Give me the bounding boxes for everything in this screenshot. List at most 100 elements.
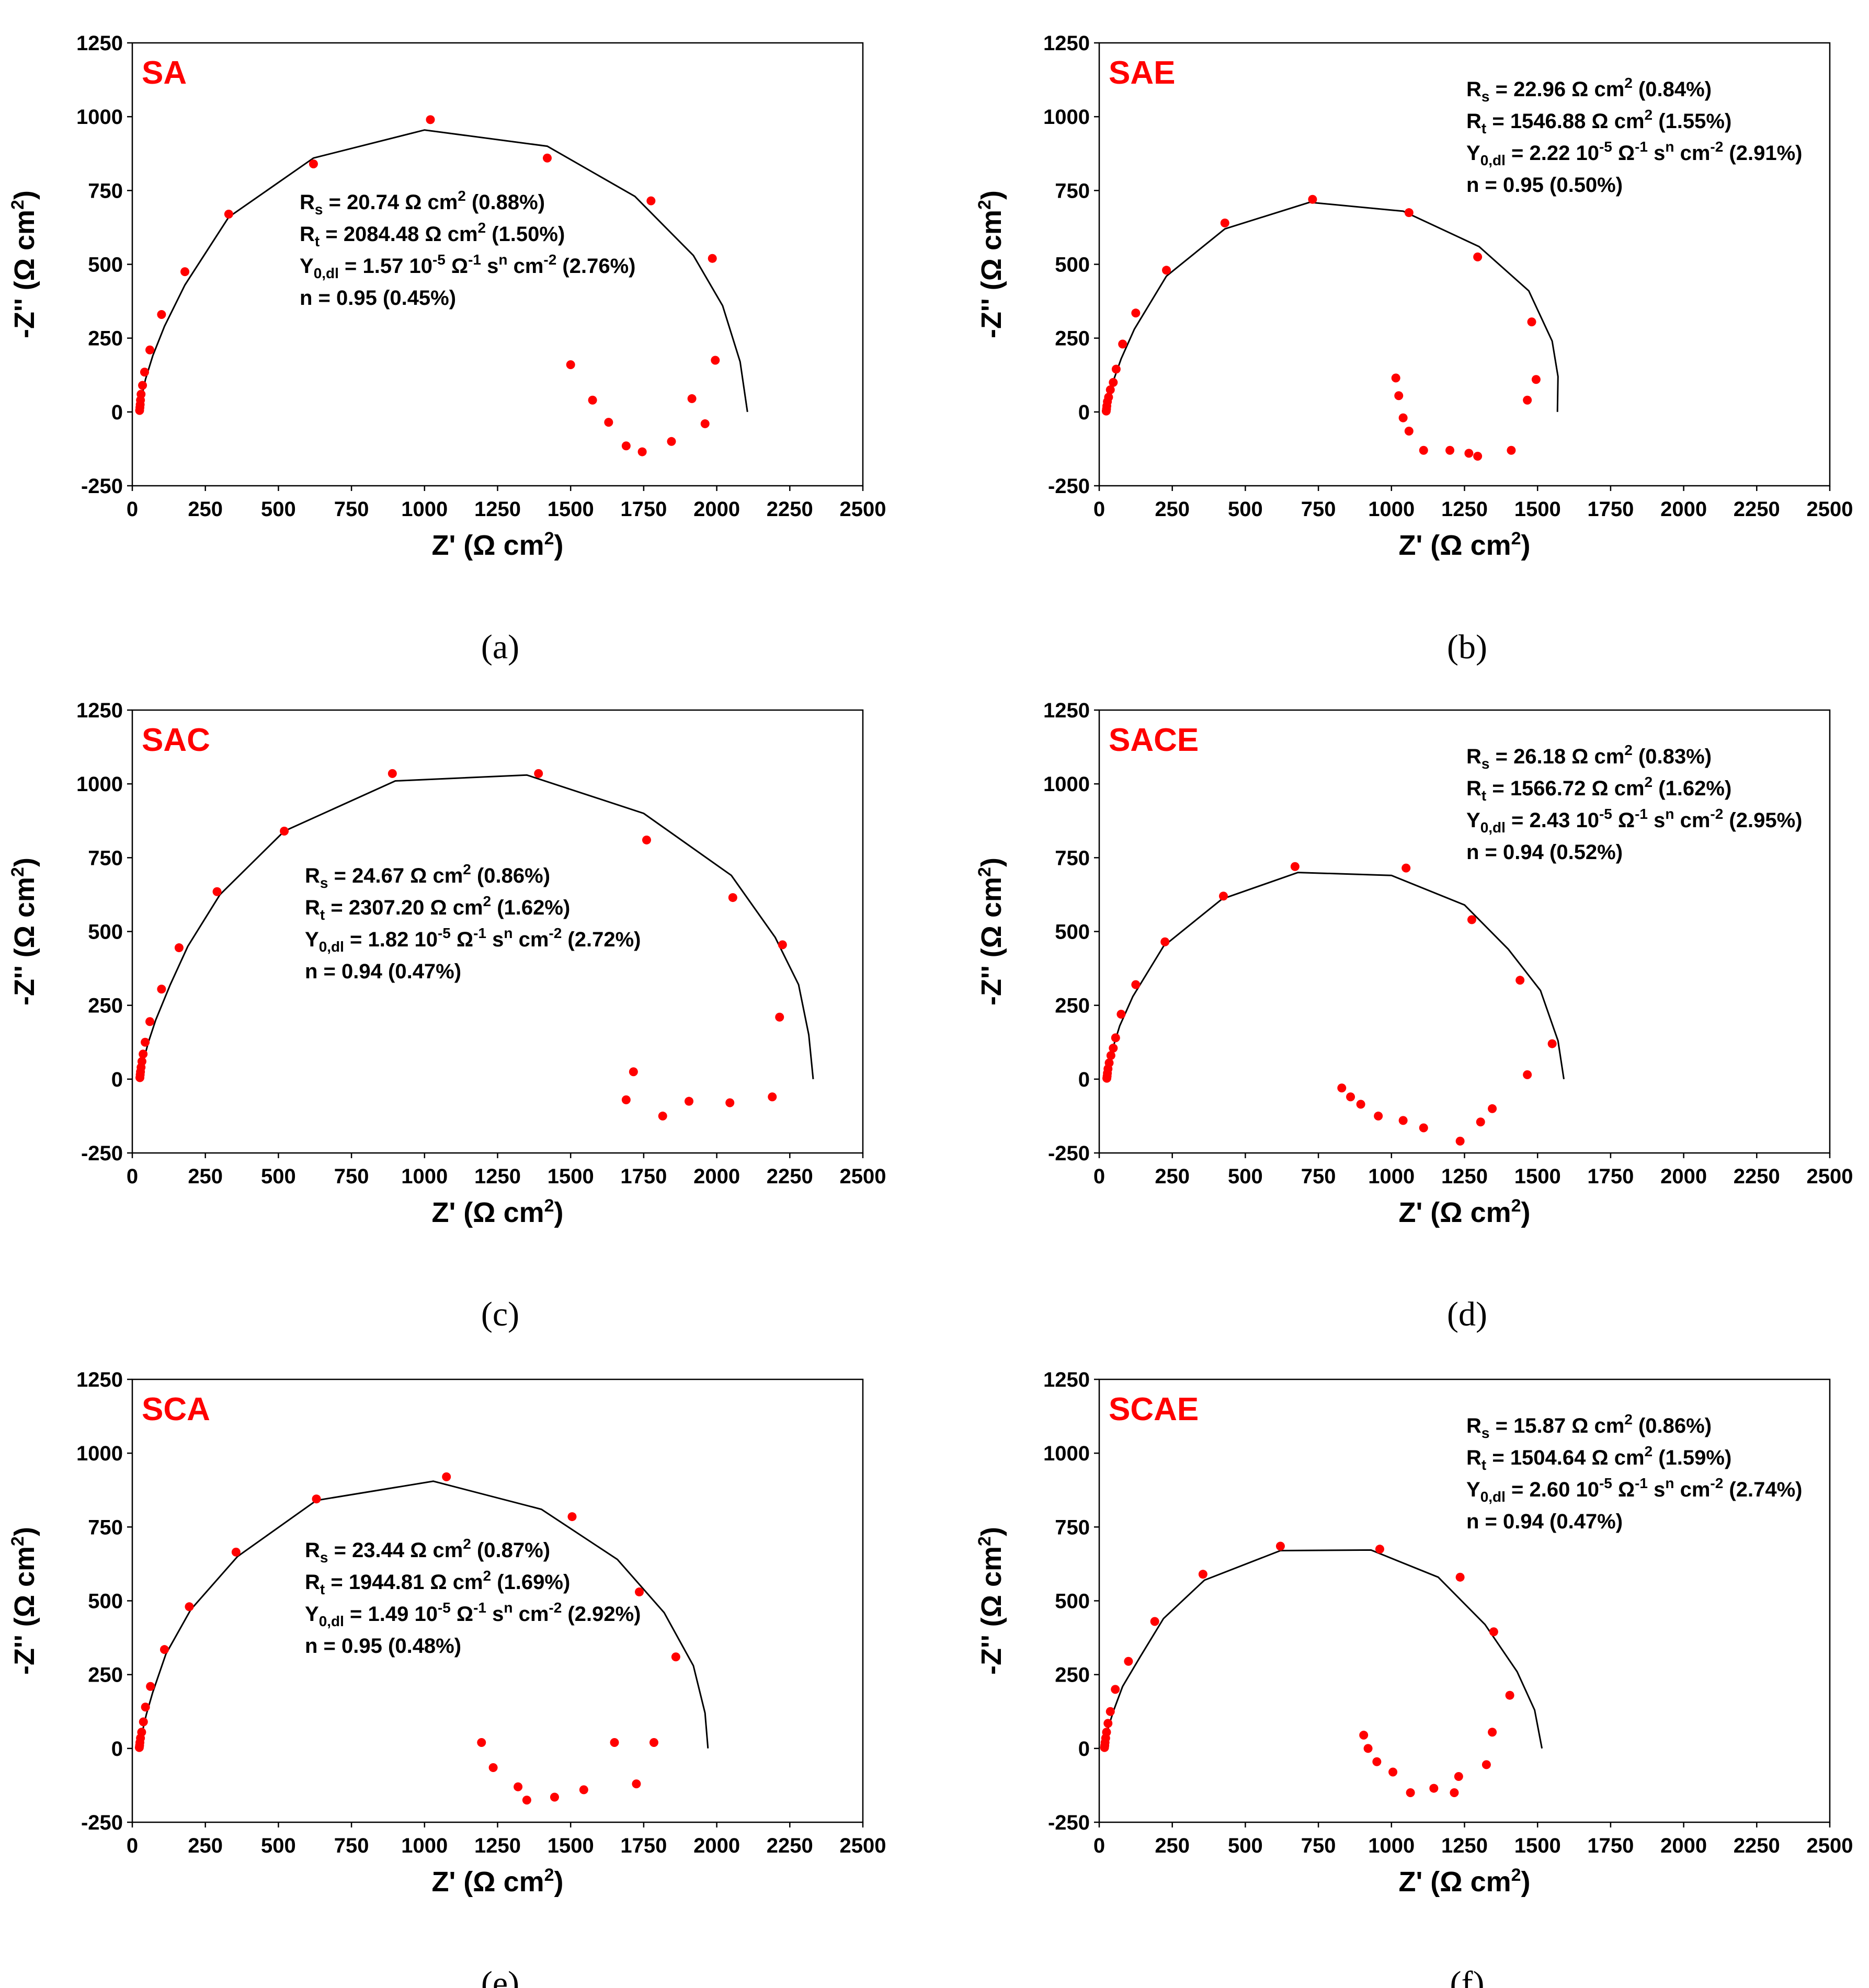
x-tick-label: 750: [334, 1834, 369, 1857]
param-rs: Rs = 26.18 Ω cm2 (0.83%): [1466, 742, 1712, 772]
param-part: R: [305, 864, 320, 887]
panel-caption: (c): [481, 1295, 519, 1333]
param-part: cm: [1674, 1478, 1710, 1501]
y-axis-title: -Z'' (Ω cm2): [975, 1527, 1007, 1675]
data-point: [1106, 1707, 1115, 1716]
x-tick-label: 2500: [840, 498, 886, 521]
x-axis-title-main: Z' (Ω cm: [1398, 1866, 1511, 1898]
param-part: -1: [473, 1599, 486, 1616]
data-point: [1473, 452, 1483, 461]
y-tick-label: 0: [1078, 1068, 1090, 1091]
data-point: [522, 1796, 531, 1805]
data-point: [1290, 862, 1300, 871]
plot-area: [131, 1378, 864, 1823]
y-axis-title-main: -Z'' (Ω cm: [9, 210, 40, 338]
data-point: [1104, 1058, 1114, 1068]
data-point: [1359, 1730, 1369, 1740]
param-part: ): [1795, 1478, 1802, 1501]
param-part: (: [1544, 841, 1557, 864]
data-point: [1111, 364, 1121, 374]
param-part: -1: [473, 925, 486, 941]
param-part: Ω: [451, 928, 473, 951]
data-point: [1356, 1100, 1365, 1109]
param-part: Ω cm: [1566, 745, 1624, 768]
param-part: 2: [1624, 1411, 1633, 1427]
data-point: [775, 1012, 784, 1022]
param-part: Y: [305, 928, 319, 951]
y-axis-title-close: ): [9, 190, 40, 200]
x-axis-title-sup: 2: [1511, 529, 1521, 549]
y-axis-title-main: -Z'' (Ω cm: [976, 1546, 1007, 1675]
data-point: [231, 1547, 241, 1557]
y-tick-label: 1000: [1043, 106, 1090, 129]
param-part: 2: [1645, 1443, 1653, 1459]
param-part: 0.83%: [1645, 745, 1704, 768]
param-part: Ω cm: [404, 1539, 463, 1562]
param-part: 10: [403, 255, 432, 278]
param-part: 0.94: [1503, 841, 1544, 864]
param-part: 2: [478, 220, 486, 236]
x-tick-label: 250: [188, 498, 223, 521]
y-tick-label: -250: [81, 475, 123, 498]
y-axis-title-close: ): [9, 858, 40, 867]
data-point: [1489, 1627, 1498, 1637]
x-axis-title: Z' (Ω cm2): [431, 1196, 563, 1228]
panel-label: SA: [142, 55, 187, 91]
x-axis-title-close: ): [1521, 1866, 1531, 1898]
data-point: [174, 943, 184, 953]
data-point: [1346, 1092, 1355, 1102]
param-part: (: [1653, 777, 1666, 800]
y-axis-title-close: ): [976, 1527, 1007, 1536]
y-tick-label: 1000: [1043, 1442, 1090, 1465]
panel-label: SAE: [1109, 55, 1175, 91]
data-point: [728, 893, 737, 902]
data-point: [1337, 1083, 1347, 1093]
y-tick-label: 1250: [1043, 1368, 1090, 1391]
param-part: (: [491, 896, 504, 919]
data-point: [610, 1738, 619, 1747]
param-part: n: [1665, 139, 1674, 155]
x-tick-label: 1500: [1514, 498, 1561, 521]
y-axis-title: -Z'' (Ω cm2): [8, 1527, 40, 1675]
y-tick-label: 0: [111, 401, 123, 424]
param-part: Ω cm: [424, 1571, 483, 1594]
param-part: (: [1723, 809, 1736, 832]
data-point: [1375, 1545, 1384, 1554]
param-part: =: [1486, 1446, 1510, 1469]
param-part: t: [1481, 120, 1486, 136]
param-part: 10: [408, 928, 438, 951]
x-tick-label: 2250: [767, 1834, 813, 1857]
param-part: =: [1506, 142, 1530, 165]
param-part: 2: [483, 1568, 492, 1584]
param-part: 1.62%: [504, 896, 563, 919]
y-tick-label: 500: [1055, 1590, 1090, 1613]
x-tick-label: 250: [1155, 498, 1190, 521]
y-axis-title-close: ): [976, 858, 1007, 867]
param-rt: Rt = 1546.88 Ω cm2 (1.55%): [1466, 107, 1731, 136]
param-part: 2307.20: [349, 896, 425, 919]
y-tick-label: 1000: [76, 106, 123, 129]
param-part: ): [1725, 777, 1731, 800]
x-tick-label: 1000: [401, 1165, 448, 1188]
param-part: 0,dl: [1480, 152, 1506, 168]
y-tick-label: 500: [1055, 254, 1090, 277]
data-point: [1150, 1617, 1159, 1626]
data-point: [1401, 863, 1411, 873]
param-part: ): [449, 287, 456, 310]
data-point: [687, 394, 697, 403]
param-part: (: [1723, 142, 1736, 165]
y-tick-label: 1000: [76, 1442, 123, 1465]
y-tick-label: 750: [88, 1516, 123, 1539]
param-part: 1.55%: [1666, 110, 1725, 133]
y-tick-label: 1000: [76, 773, 123, 796]
param-part: Y: [1466, 142, 1480, 165]
x-axis-title: Z' (Ω cm2): [431, 529, 563, 561]
param-part: ): [454, 960, 461, 983]
param-part: -1: [1635, 1475, 1648, 1491]
data-point: [1104, 393, 1113, 402]
param-part: -5: [1599, 139, 1612, 155]
data-point: [1372, 1757, 1382, 1766]
